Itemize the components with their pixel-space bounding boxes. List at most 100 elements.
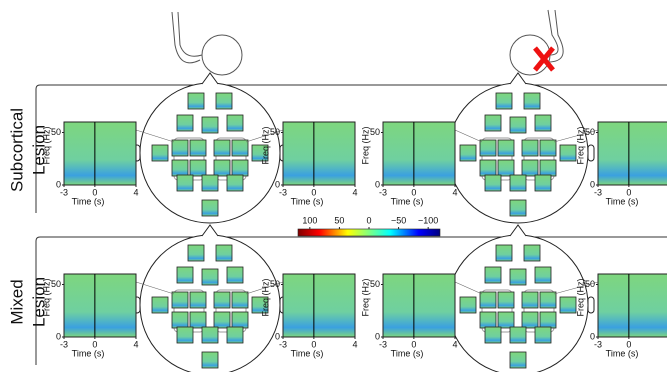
spectrogram <box>283 274 355 337</box>
x-tick-label: -3 <box>60 187 68 197</box>
electrode-spectrogram <box>214 292 230 308</box>
spectrogram <box>283 122 355 185</box>
y-tick-label: 50 <box>270 279 280 289</box>
nose <box>510 225 526 236</box>
electrode-spectrogram <box>172 292 188 308</box>
electrode-spectrogram <box>202 200 218 216</box>
x-axis-label: Time (s) <box>291 348 324 358</box>
electrode-spectrogram <box>524 93 540 109</box>
y-tick-label: 0 <box>56 331 61 341</box>
electrode-spectrogram <box>480 292 496 308</box>
y-axis-label: Freq (Hz) <box>41 278 51 316</box>
x-axis-label: Time (s) <box>391 348 424 358</box>
electrode-spectrogram <box>232 292 248 308</box>
electrode-spectrogram <box>232 312 248 328</box>
electrode-spectrogram <box>535 115 551 131</box>
electrode-spectrogram <box>498 140 514 156</box>
x-axis-label: Time (s) <box>606 196 639 206</box>
x-tick-label: 4 <box>452 187 457 197</box>
y-axis-label: Freq (Hz) <box>360 278 370 316</box>
electrode-spectrogram <box>496 245 512 261</box>
y-axis-label: Freq (Hz) <box>360 126 370 164</box>
spectrogram <box>383 122 455 185</box>
x-tick-label: -3 <box>279 187 287 197</box>
electrode-spectrogram <box>522 160 538 176</box>
electrode-spectrogram <box>188 245 204 261</box>
electrode-spectrogram <box>172 140 188 156</box>
electrode-spectrogram <box>214 140 230 156</box>
y-axis-label: Freq (Hz) <box>575 278 585 316</box>
colorbar-tick-label: 0 <box>366 215 371 225</box>
y-tick-label: 0 <box>275 331 280 341</box>
electrode-spectrogram <box>540 312 556 328</box>
x-tick-label: -3 <box>379 187 387 197</box>
x-tick-label: 4 <box>133 187 138 197</box>
x-tick-label: -3 <box>60 339 68 349</box>
electrode-spectrogram <box>510 200 526 216</box>
colorbar-tick-label: 100 <box>302 215 317 225</box>
y-tick-label: 50 <box>585 279 595 289</box>
electrode-spectrogram <box>522 292 538 308</box>
x-tick-label: -3 <box>594 339 602 349</box>
electrode-spectrogram <box>202 352 218 368</box>
electrode-spectrogram <box>540 160 556 176</box>
x-tick-label: -3 <box>379 339 387 349</box>
x-tick-label: -3 <box>594 187 602 197</box>
y-axis-label: Freq (Hz) <box>575 126 585 164</box>
electrode-spectrogram <box>522 312 538 328</box>
electrode-spectrogram <box>498 292 514 308</box>
y-tick-label: 0 <box>56 179 61 189</box>
x-axis-label: Time (s) <box>291 196 324 206</box>
electrode-spectrogram <box>496 93 512 109</box>
electrode-spectrogram <box>190 140 206 156</box>
electrode-spectrogram <box>485 115 501 131</box>
electrode-spectrogram <box>510 327 526 343</box>
ear <box>588 297 594 313</box>
y-axis-label: Freq (Hz) <box>41 126 51 164</box>
x-tick-label: -3 <box>279 339 287 349</box>
spectrogram <box>598 274 667 337</box>
ear <box>588 145 594 161</box>
electrode-spectrogram <box>202 327 218 343</box>
row-label: Mixed <box>7 279 26 324</box>
x-tick-label: 4 <box>133 339 138 349</box>
electrode-spectrogram <box>535 175 551 191</box>
electrode-spectrogram <box>227 175 243 191</box>
electrode-spectrogram <box>177 115 193 131</box>
row-label: Subcortical <box>7 108 26 192</box>
y-axis-label: Freq (Hz) <box>260 126 270 164</box>
electrode-spectrogram <box>460 145 476 161</box>
electrode-spectrogram <box>190 312 206 328</box>
nose <box>202 73 218 84</box>
x-tick-label: 4 <box>352 339 357 349</box>
electrode-spectrogram <box>522 140 538 156</box>
electrode-spectrogram <box>177 267 193 283</box>
electrode-spectrogram <box>460 297 476 313</box>
electrode-spectrogram <box>524 245 540 261</box>
electrode-spectrogram <box>510 269 526 285</box>
y-tick-label: 50 <box>270 127 280 137</box>
electrode-spectrogram <box>216 245 232 261</box>
spectrogram <box>64 122 136 185</box>
y-tick-label: 0 <box>375 179 380 189</box>
y-axis-label: Freq (Hz) <box>260 278 270 316</box>
electrode-spectrogram <box>540 292 556 308</box>
x-axis-label: Time (s) <box>391 196 424 206</box>
electrode-spectrogram <box>214 160 230 176</box>
y-tick-label: 0 <box>590 179 595 189</box>
electrode-spectrogram <box>216 93 232 109</box>
y-tick-label: 50 <box>370 279 380 289</box>
electrode-spectrogram <box>214 312 230 328</box>
colorbar-tick-label: −50 <box>391 215 406 225</box>
y-tick-label: 0 <box>275 179 280 189</box>
electrode-spectrogram <box>177 327 193 343</box>
electrode-spectrogram <box>480 140 496 156</box>
y-tick-label: 0 <box>375 331 380 341</box>
figure: SubcorticalLesion-304050Time (s)Freq (Hz… <box>0 0 667 372</box>
colorbar <box>298 229 440 236</box>
electrode-spectrogram <box>510 117 526 133</box>
electrode-spectrogram <box>485 327 501 343</box>
x-axis-label: Time (s) <box>72 196 105 206</box>
x-axis-label: Time (s) <box>606 348 639 358</box>
y-tick-label: 50 <box>51 127 61 137</box>
